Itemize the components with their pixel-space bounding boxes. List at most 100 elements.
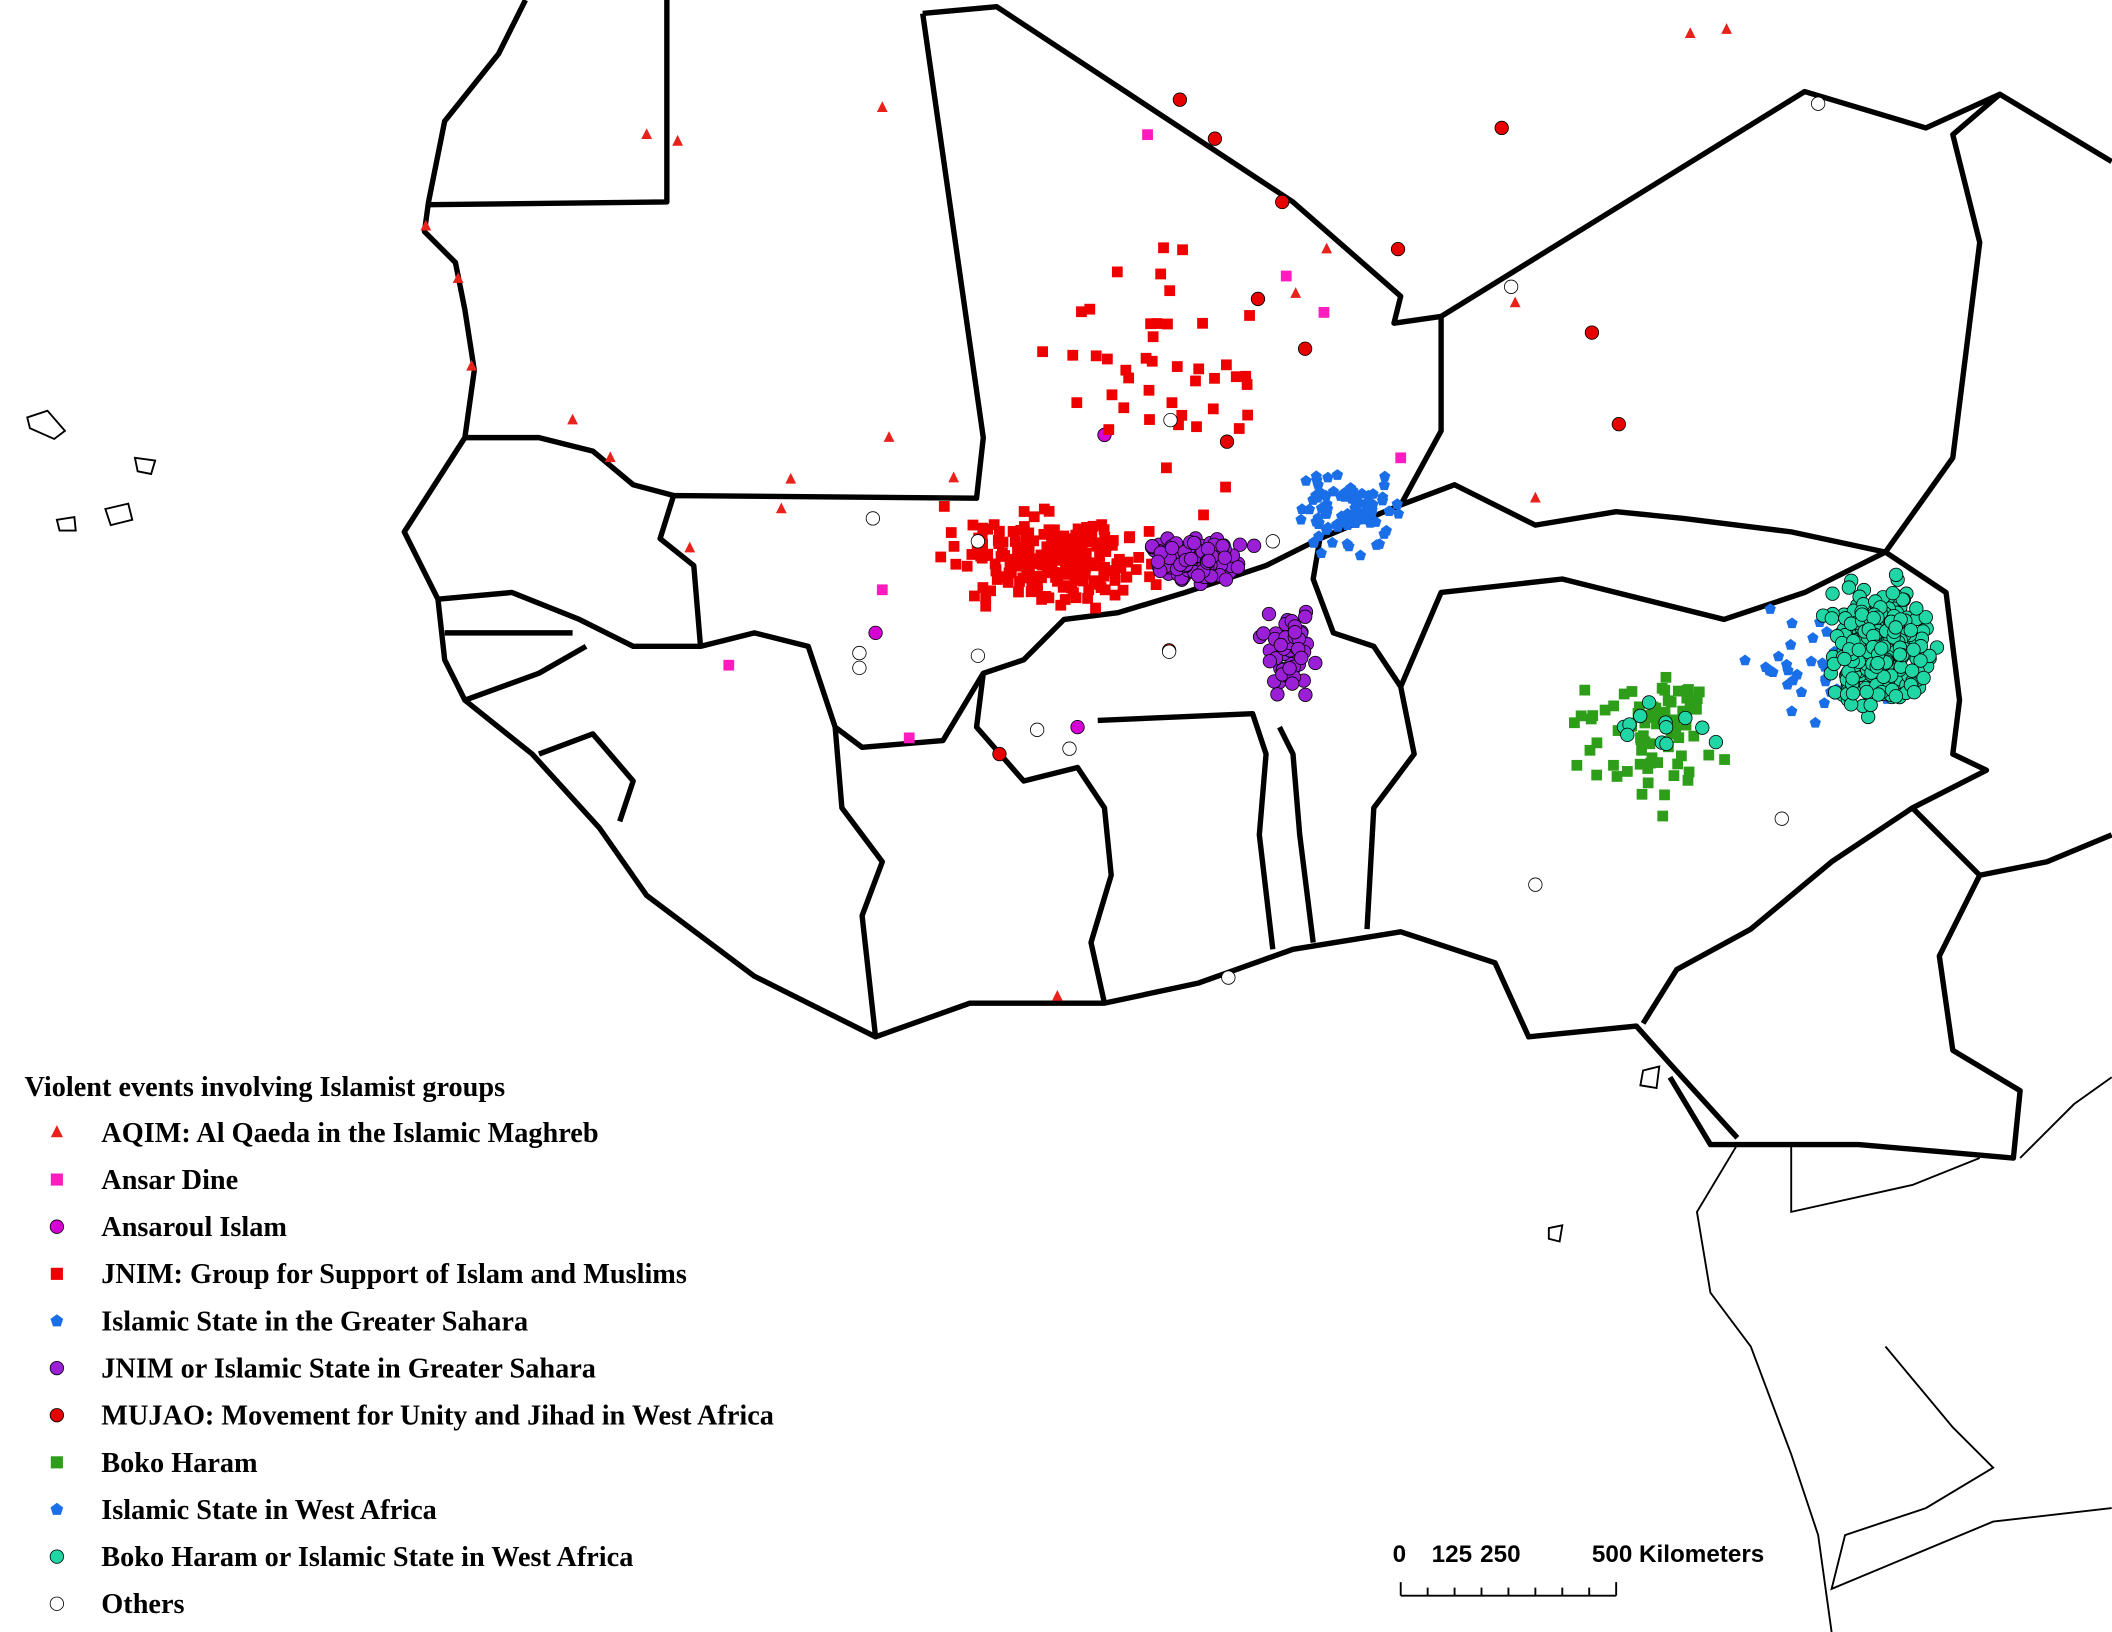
event-marker [1041,557,1053,569]
legend-symbol [50,1267,63,1280]
event-marker [1310,470,1322,482]
event-marker [1193,363,1205,375]
event-marker [1056,568,1067,579]
event-marker [1310,515,1322,527]
event-marker [1318,307,1330,318]
border [1398,549,1990,1025]
event-marker [466,359,477,371]
event-marker [1774,811,1789,826]
event-marker [1669,714,1681,726]
event-marker [1657,810,1669,822]
event-marker [1656,682,1668,694]
event-marker [1322,471,1334,483]
event-marker [1035,549,1047,561]
event-marker [723,659,735,671]
legend: AQIM: Al Qaeda in the Islamic Maghreb Ans… [49,1118,774,1620]
event-marker [1262,654,1278,669]
event-marker [1296,503,1308,514]
event-marker [1261,606,1277,622]
event-marker [1241,379,1253,390]
event-marker [1013,586,1024,598]
event-marker [1672,685,1684,697]
scale-label: 250 [1480,1541,1520,1568]
event-marker [672,134,684,146]
event-marker [976,552,988,564]
event-marker [1298,609,1313,624]
event-marker [1077,575,1089,587]
event-marker [1719,754,1730,765]
event-marker [1220,481,1231,493]
event-marker [1608,700,1620,712]
event-marker [1161,462,1172,474]
event-marker [1101,353,1113,365]
event-marker [1083,584,1095,596]
event-marker [1123,372,1135,384]
event-marker [1591,769,1603,781]
event-marker [1785,638,1797,650]
event-marker [1370,539,1383,550]
event-marker [1575,710,1587,722]
event-marker [1633,701,1645,713]
event-marker [1579,684,1591,696]
event-marker [1055,535,1067,546]
event-marker [1037,346,1048,358]
border [657,13,1444,751]
event-marker [977,582,989,593]
event-marker [1903,623,1918,638]
event-marker [1121,571,1133,583]
event-marker [1888,620,1903,635]
event-marker [1637,730,1649,742]
event-marker [1678,710,1693,726]
event-marker [1295,513,1307,525]
event-marker [1349,502,1361,514]
event-marker [1176,409,1188,421]
event-marker [1591,737,1603,749]
legend-label: Boko Haram or Islamic State in West Afri… [101,1542,633,1573]
event-marker [1795,686,1808,697]
event-marker [1321,242,1333,254]
event-marker [1644,738,1656,750]
legend-label: AQIM: Al Qaeda in the Islamic Maghreb [101,1118,598,1149]
event-marker [1099,531,1111,543]
event-marker [1651,718,1662,730]
event-marker [1354,549,1367,561]
event-marker [1338,491,1351,502]
event-marker [1816,657,1829,669]
event-marker [1122,556,1134,568]
event-marker [1659,736,1674,752]
event-marker [1298,687,1313,702]
event-marker [876,584,888,596]
legend-symbol [49,1360,65,1376]
event-marker [1665,696,1677,708]
event-marker [982,548,994,560]
event-marker [1026,577,1038,589]
border [1277,725,1316,943]
event-marker [1633,708,1648,724]
event-marker [567,413,578,425]
event-marker [1365,507,1378,519]
event-marker [1703,749,1715,761]
event-marker [980,600,992,612]
event-marker [976,542,988,554]
event-marker [1086,531,1098,542]
event-marker [1859,684,1874,700]
legend-label: Boko Haram [101,1448,258,1479]
event-marker [1376,494,1389,506]
event-marker [969,590,980,602]
event-marker [1636,744,1647,756]
event-marker [1081,522,1092,533]
event-marker [1786,617,1798,629]
event-marker [1076,542,1088,554]
event-marker [1068,537,1080,549]
event-marker [1062,741,1077,756]
event-marker [1673,732,1685,744]
event-marker [938,501,950,512]
event-marker [1094,544,1106,556]
event-marker [1786,705,1798,717]
event-marker [992,746,1007,762]
event-marker [1030,722,1045,737]
event-marker [1032,579,1043,590]
event-marker [1906,642,1921,657]
event-marker [1040,590,1052,602]
event-marker [1016,546,1028,558]
